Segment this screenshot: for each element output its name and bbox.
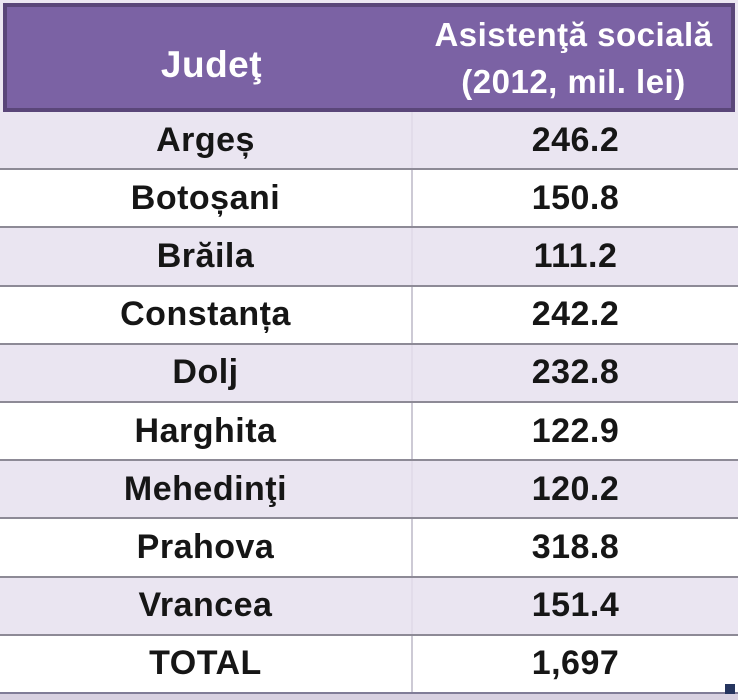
table-bottom-edge	[0, 684, 738, 700]
total-label-cell: TOTAL	[0, 635, 413, 693]
value-cell: 318.8	[531, 528, 620, 567]
table-header-row: Judeţ Asistenţă socială (2012, mil. lei)	[3, 3, 735, 112]
table-row: Prahova 318.8	[0, 517, 738, 576]
county-cell: Dolj	[0, 344, 413, 402]
value-cell: 242.2	[531, 295, 620, 334]
table-row: Mehedinţi 120.2	[0, 459, 738, 518]
county-cell: Botoșani	[0, 170, 413, 227]
county-cell: Constanța	[0, 286, 413, 343]
table-body: Argeș 246.2 Botoșani 150.8 Brăila 111.2 …	[0, 112, 738, 693]
value-cell: 151.4	[531, 586, 620, 625]
header-cell-asistenta: Asistenţă socială (2012, mil. lei)	[416, 7, 731, 108]
county-cell: Vrancea	[0, 577, 413, 634]
table-row: Botoșani 150.8	[0, 168, 738, 227]
value-cell: 150.8	[531, 178, 620, 217]
header-asistenta-line1: Asistenţă socială	[434, 15, 713, 53]
table-row: Constanța 242.2	[0, 284, 738, 343]
value-cell: 122.9	[531, 411, 620, 450]
value-cell: 246.2	[531, 120, 620, 159]
header-cell-judet: Judeţ	[160, 43, 263, 85]
table-row: Argeș 246.2	[0, 112, 738, 169]
table-row: Brăila 111.2	[0, 226, 738, 285]
county-cell: Argeș	[0, 112, 413, 169]
county-cell: Brăila	[0, 228, 413, 285]
header-asistenta-line2: (2012, mil. lei)	[461, 62, 686, 100]
total-value-cell: 1,697	[531, 644, 620, 683]
value-cell: 111.2	[533, 237, 618, 275]
value-cell: 232.8	[531, 353, 620, 392]
county-cell: Mehedinţi	[0, 461, 413, 518]
table-row: Dolj 232.8	[0, 342, 738, 402]
table-row: Harghita 122.9	[0, 401, 738, 460]
table-row: Vrancea 151.4	[0, 575, 738, 634]
table-row-total: TOTAL 1,697	[0, 633, 738, 693]
county-cell: Harghita	[0, 403, 413, 460]
county-cell: Prahova	[0, 519, 413, 576]
selection-handle[interactable]	[725, 684, 735, 694]
value-cell: 120.2	[531, 469, 620, 508]
